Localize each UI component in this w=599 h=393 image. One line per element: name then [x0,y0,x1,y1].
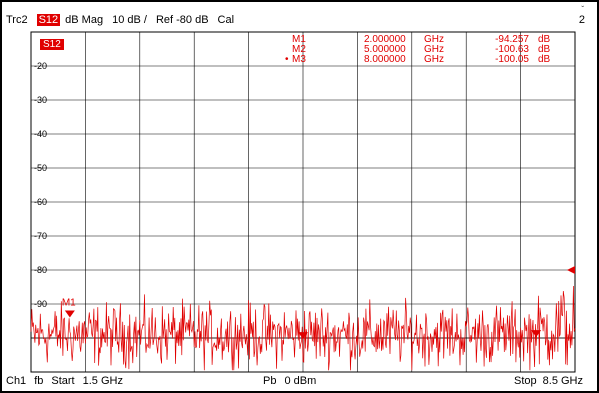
marker-m1-triangle [64,310,75,318]
power-label: Pb [263,375,277,387]
start-label: Start [51,375,75,387]
marker-row-m1[interactable]: M1 2.000000 GHz -94.257 dB [292,34,572,45]
marker-row-m3[interactable]: M3 8.000000 GHz -100.05 dB • [285,54,572,65]
marker-name: M3 [292,54,306,65]
trace-param-tag[interactable]: S12 [36,14,61,26]
marker-triangles [64,310,542,340]
marker-name: M2 [292,44,306,55]
marker-row-m2[interactable]: M2 5.000000 GHz -100.63 dB [292,44,572,55]
marker-amp: -94.257 [495,34,529,45]
channel-footer: Ch1 fb Start 1.5 GHz Pb 0 dBm Stop 8.5 GHz [6,375,583,391]
y-tick-label: -70 [34,231,47,241]
y-axis-tick-labels: -20 -30 -40 -50 -60 -70 -80 -90 [34,61,47,309]
marker-amp-unit: dB [538,34,551,45]
trace-scale[interactable]: 10 dB / [112,14,147,26]
y-tick-label: -30 [34,95,47,105]
start-frequency[interactable]: 1.5 GHz [82,375,123,387]
chevron-down-icon: ˇ [581,5,584,14]
stop-frequency[interactable]: 8.5 GHz [542,375,583,387]
marker-amp-unit: dB [538,54,551,65]
cal-status: Cal [217,14,235,26]
plot-grid [30,31,576,373]
power-value[interactable]: 0 dBm [284,375,317,387]
marker-m3-triangle [531,330,542,338]
marker-m1-label: M1 [62,297,76,308]
marker-freq: 8.000000 [364,54,406,65]
marker-name: M1 [292,34,306,45]
stop-label: Stop [514,375,537,387]
marker-amp-unit: dB [538,44,551,55]
y-tick-label: -90 [34,299,47,309]
marker-m2-triangle [298,332,308,340]
channel-number: 2 [578,14,585,26]
y-tick-label: -80 [34,265,47,275]
s12-trace [30,285,576,371]
y-tick-label: -40 [34,129,47,139]
y-tick-label: -20 [34,61,47,71]
marker-freq: 2.000000 [364,34,406,45]
trace-name[interactable]: Trc2 [6,14,28,26]
trace-header: Trc2 S12 dB Mag 10 dB / Ref -80 dB Cal [6,14,243,32]
marker-amp: -100.63 [495,44,529,55]
marker-unit: GHz [424,44,444,55]
marker-unit: GHz [424,34,444,45]
y-tick-label: -50 [34,163,47,173]
trace-format[interactable]: dB Mag [65,14,104,26]
fb-indicator: fb [34,375,44,387]
trace-reference[interactable]: Ref -80 dB [155,14,209,26]
s12-trace-badge[interactable]: S12 [40,39,64,50]
active-marker-indicator: • [285,54,289,65]
reference-level-arrow-icon [567,266,575,274]
channel-label[interactable]: Ch1 [6,375,27,387]
y-tick-label: -60 [34,197,47,207]
marker-amp: -100.05 [495,54,529,65]
marker-unit: GHz [424,54,444,65]
marker-freq: 5.000000 [364,44,406,55]
